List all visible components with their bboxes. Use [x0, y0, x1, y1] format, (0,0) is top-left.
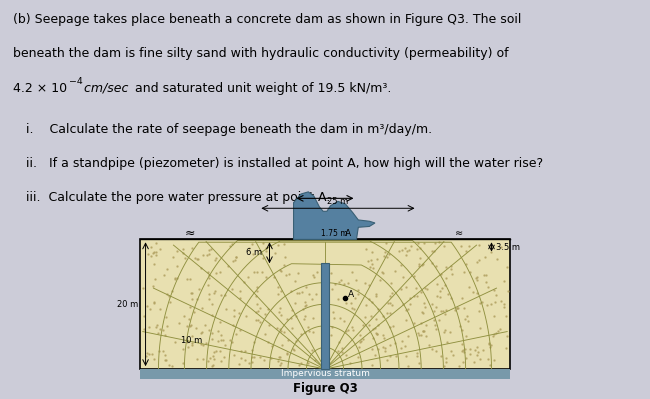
- Text: and saturated unit weight of 19.5 kN/m³.: and saturated unit weight of 19.5 kN/m³.: [131, 82, 391, 95]
- Text: (b) Seepage takes place beneath a concrete dam as shown in Figure Q3. The soil: (b) Seepage takes place beneath a concre…: [13, 13, 521, 26]
- Text: iii.  Calculate the pore water pressure at point A.: iii. Calculate the pore water pressure a…: [25, 191, 330, 204]
- Text: 3.5 m: 3.5 m: [496, 243, 520, 252]
- Text: 10 m: 10 m: [181, 336, 202, 346]
- Text: 4.2 × 10: 4.2 × 10: [13, 82, 67, 95]
- Text: A: A: [345, 229, 352, 238]
- Text: 20 m: 20 m: [117, 300, 138, 309]
- Text: 25 m: 25 m: [328, 197, 348, 206]
- Text: ii.   If a standpipe (piezometer) is installed at point A, how high will the wat: ii. If a standpipe (piezometer) is insta…: [25, 157, 543, 170]
- Bar: [140, 369, 510, 379]
- Text: i.    Calculate the rate of seepage beneath the dam in m³/day/m.: i. Calculate the rate of seepage beneath…: [25, 123, 432, 136]
- Text: cm/sec: cm/sec: [80, 82, 128, 95]
- Text: Figure Q3: Figure Q3: [292, 382, 358, 395]
- Text: ≈: ≈: [454, 228, 463, 238]
- Text: A: A: [348, 290, 354, 299]
- Bar: [320, 263, 330, 369]
- Text: beneath the dam is fine silty sand with hydraulic conductivity (permeability) of: beneath the dam is fine silty sand with …: [13, 47, 508, 61]
- Text: ≈: ≈: [185, 226, 195, 239]
- Text: 6 m: 6 m: [246, 248, 262, 257]
- Bar: [140, 239, 510, 369]
- Text: 1.75 m: 1.75 m: [321, 229, 348, 238]
- Text: Impervious stratum: Impervious stratum: [281, 369, 369, 378]
- Polygon shape: [294, 192, 375, 239]
- Text: −4: −4: [69, 77, 83, 86]
